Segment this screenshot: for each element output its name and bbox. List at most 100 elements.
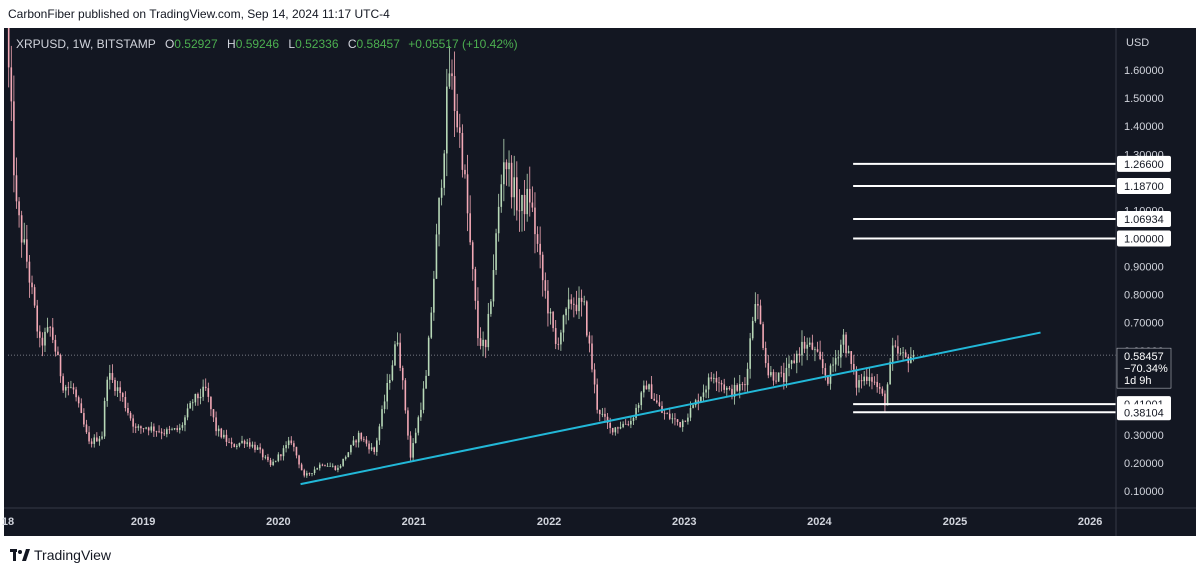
candle-body bbox=[738, 384, 741, 391]
candle-body bbox=[741, 384, 744, 385]
candle-body bbox=[54, 339, 57, 352]
candle-body bbox=[790, 360, 793, 364]
time-tick-label: 2022 bbox=[537, 516, 561, 528]
candle-body bbox=[723, 384, 726, 390]
candle-body bbox=[814, 349, 816, 351]
support-trendline[interactable] bbox=[300, 331, 1041, 486]
candle-body bbox=[137, 426, 140, 428]
last-price-change: −70.34% bbox=[1124, 363, 1168, 375]
currency-label[interactable]: USD bbox=[1126, 37, 1149, 49]
candle-body bbox=[77, 397, 80, 404]
candle-body bbox=[246, 442, 249, 444]
candle-body bbox=[689, 407, 692, 418]
candle-body bbox=[471, 242, 474, 270]
symbol-label[interactable]: XRPUSD, 1W, BITSTAMP bbox=[16, 37, 156, 51]
candle-body bbox=[770, 372, 772, 376]
candle-body bbox=[497, 206, 500, 234]
candle-body bbox=[640, 392, 643, 406]
candle-body bbox=[394, 344, 396, 366]
candle-body bbox=[482, 339, 484, 346]
candle-body bbox=[194, 393, 197, 403]
candle-body bbox=[83, 413, 85, 425]
candle-body bbox=[41, 337, 44, 346]
candle-body bbox=[715, 377, 718, 383]
candle-body bbox=[26, 239, 28, 262]
candle-body bbox=[751, 321, 754, 339]
candle-body bbox=[337, 467, 339, 471]
candle-body bbox=[635, 407, 637, 418]
candle-body bbox=[891, 345, 894, 362]
level-price-label: 1.26600 bbox=[1124, 159, 1164, 171]
level-price-label: 1.00000 bbox=[1124, 234, 1164, 246]
candle-body bbox=[116, 387, 119, 392]
candle-body bbox=[103, 400, 106, 437]
close-value: 0.58457 bbox=[356, 37, 400, 51]
candle-body bbox=[912, 355, 915, 357]
candle-body bbox=[518, 210, 521, 212]
candle-body bbox=[648, 384, 650, 390]
candle-body bbox=[31, 282, 33, 288]
candle-body bbox=[93, 437, 96, 444]
candle-body bbox=[523, 195, 526, 215]
candle-body bbox=[878, 387, 881, 389]
candle-body bbox=[554, 328, 557, 344]
candle-body bbox=[236, 445, 238, 447]
candle-body bbox=[355, 440, 357, 443]
candle-body bbox=[396, 342, 399, 345]
candle-body bbox=[798, 353, 801, 356]
candle-body bbox=[508, 162, 510, 170]
candle-body bbox=[18, 201, 20, 216]
candle-body bbox=[614, 427, 617, 433]
candle-body bbox=[197, 393, 199, 399]
candle-body bbox=[897, 346, 899, 354]
price-chart[interactable]: USD0.100000.200000.300000.400000.500000.… bbox=[0, 28, 1200, 536]
candle-body bbox=[191, 402, 194, 404]
candle-body bbox=[816, 349, 819, 352]
candle-body bbox=[106, 379, 109, 401]
candle-body bbox=[49, 327, 51, 328]
candle-body bbox=[111, 373, 114, 380]
candle-body bbox=[373, 447, 376, 452]
tradingview-logo-icon bbox=[10, 549, 30, 561]
candle-body bbox=[653, 398, 656, 401]
candle-body bbox=[446, 86, 448, 154]
candle-body bbox=[230, 442, 233, 445]
candle-body bbox=[865, 376, 868, 381]
candle-body bbox=[261, 449, 264, 458]
chart-area[interactable]: USD0.100000.200000.300000.400000.500000.… bbox=[0, 28, 1200, 536]
candle-body bbox=[889, 361, 891, 385]
candle-body bbox=[233, 444, 236, 447]
candle-body bbox=[795, 353, 798, 363]
time-tick-label: 2019 bbox=[131, 516, 155, 528]
price-tick-label: 1.40000 bbox=[1124, 121, 1164, 133]
candle-body bbox=[383, 401, 386, 410]
candle-body bbox=[425, 375, 427, 389]
candle-body bbox=[671, 418, 674, 420]
candle-body bbox=[808, 342, 811, 345]
candle-body bbox=[321, 464, 324, 466]
candle-body bbox=[772, 372, 775, 381]
candle-body bbox=[666, 413, 668, 415]
candle-body bbox=[780, 372, 783, 374]
candle-body bbox=[860, 380, 863, 382]
candle-body bbox=[127, 408, 129, 413]
candle-body bbox=[762, 324, 764, 348]
candle-body bbox=[853, 363, 855, 370]
candle-body bbox=[469, 213, 471, 243]
candle-body bbox=[827, 375, 829, 384]
price-tick-label: 0.20000 bbox=[1124, 458, 1164, 470]
candle-body bbox=[687, 417, 689, 422]
candle-body bbox=[376, 440, 378, 452]
candle-body bbox=[656, 400, 658, 403]
time-tick-label: 2023 bbox=[672, 516, 696, 528]
candle-body bbox=[435, 234, 438, 279]
candle-body bbox=[409, 435, 412, 458]
candle-body bbox=[365, 439, 368, 444]
candle-body bbox=[363, 439, 365, 441]
candle-body bbox=[461, 132, 464, 170]
candle-body bbox=[775, 380, 777, 382]
level-price-badge bbox=[1117, 211, 1171, 228]
candle-body bbox=[313, 469, 316, 474]
candle-body bbox=[228, 441, 230, 443]
candle-body bbox=[241, 440, 243, 443]
